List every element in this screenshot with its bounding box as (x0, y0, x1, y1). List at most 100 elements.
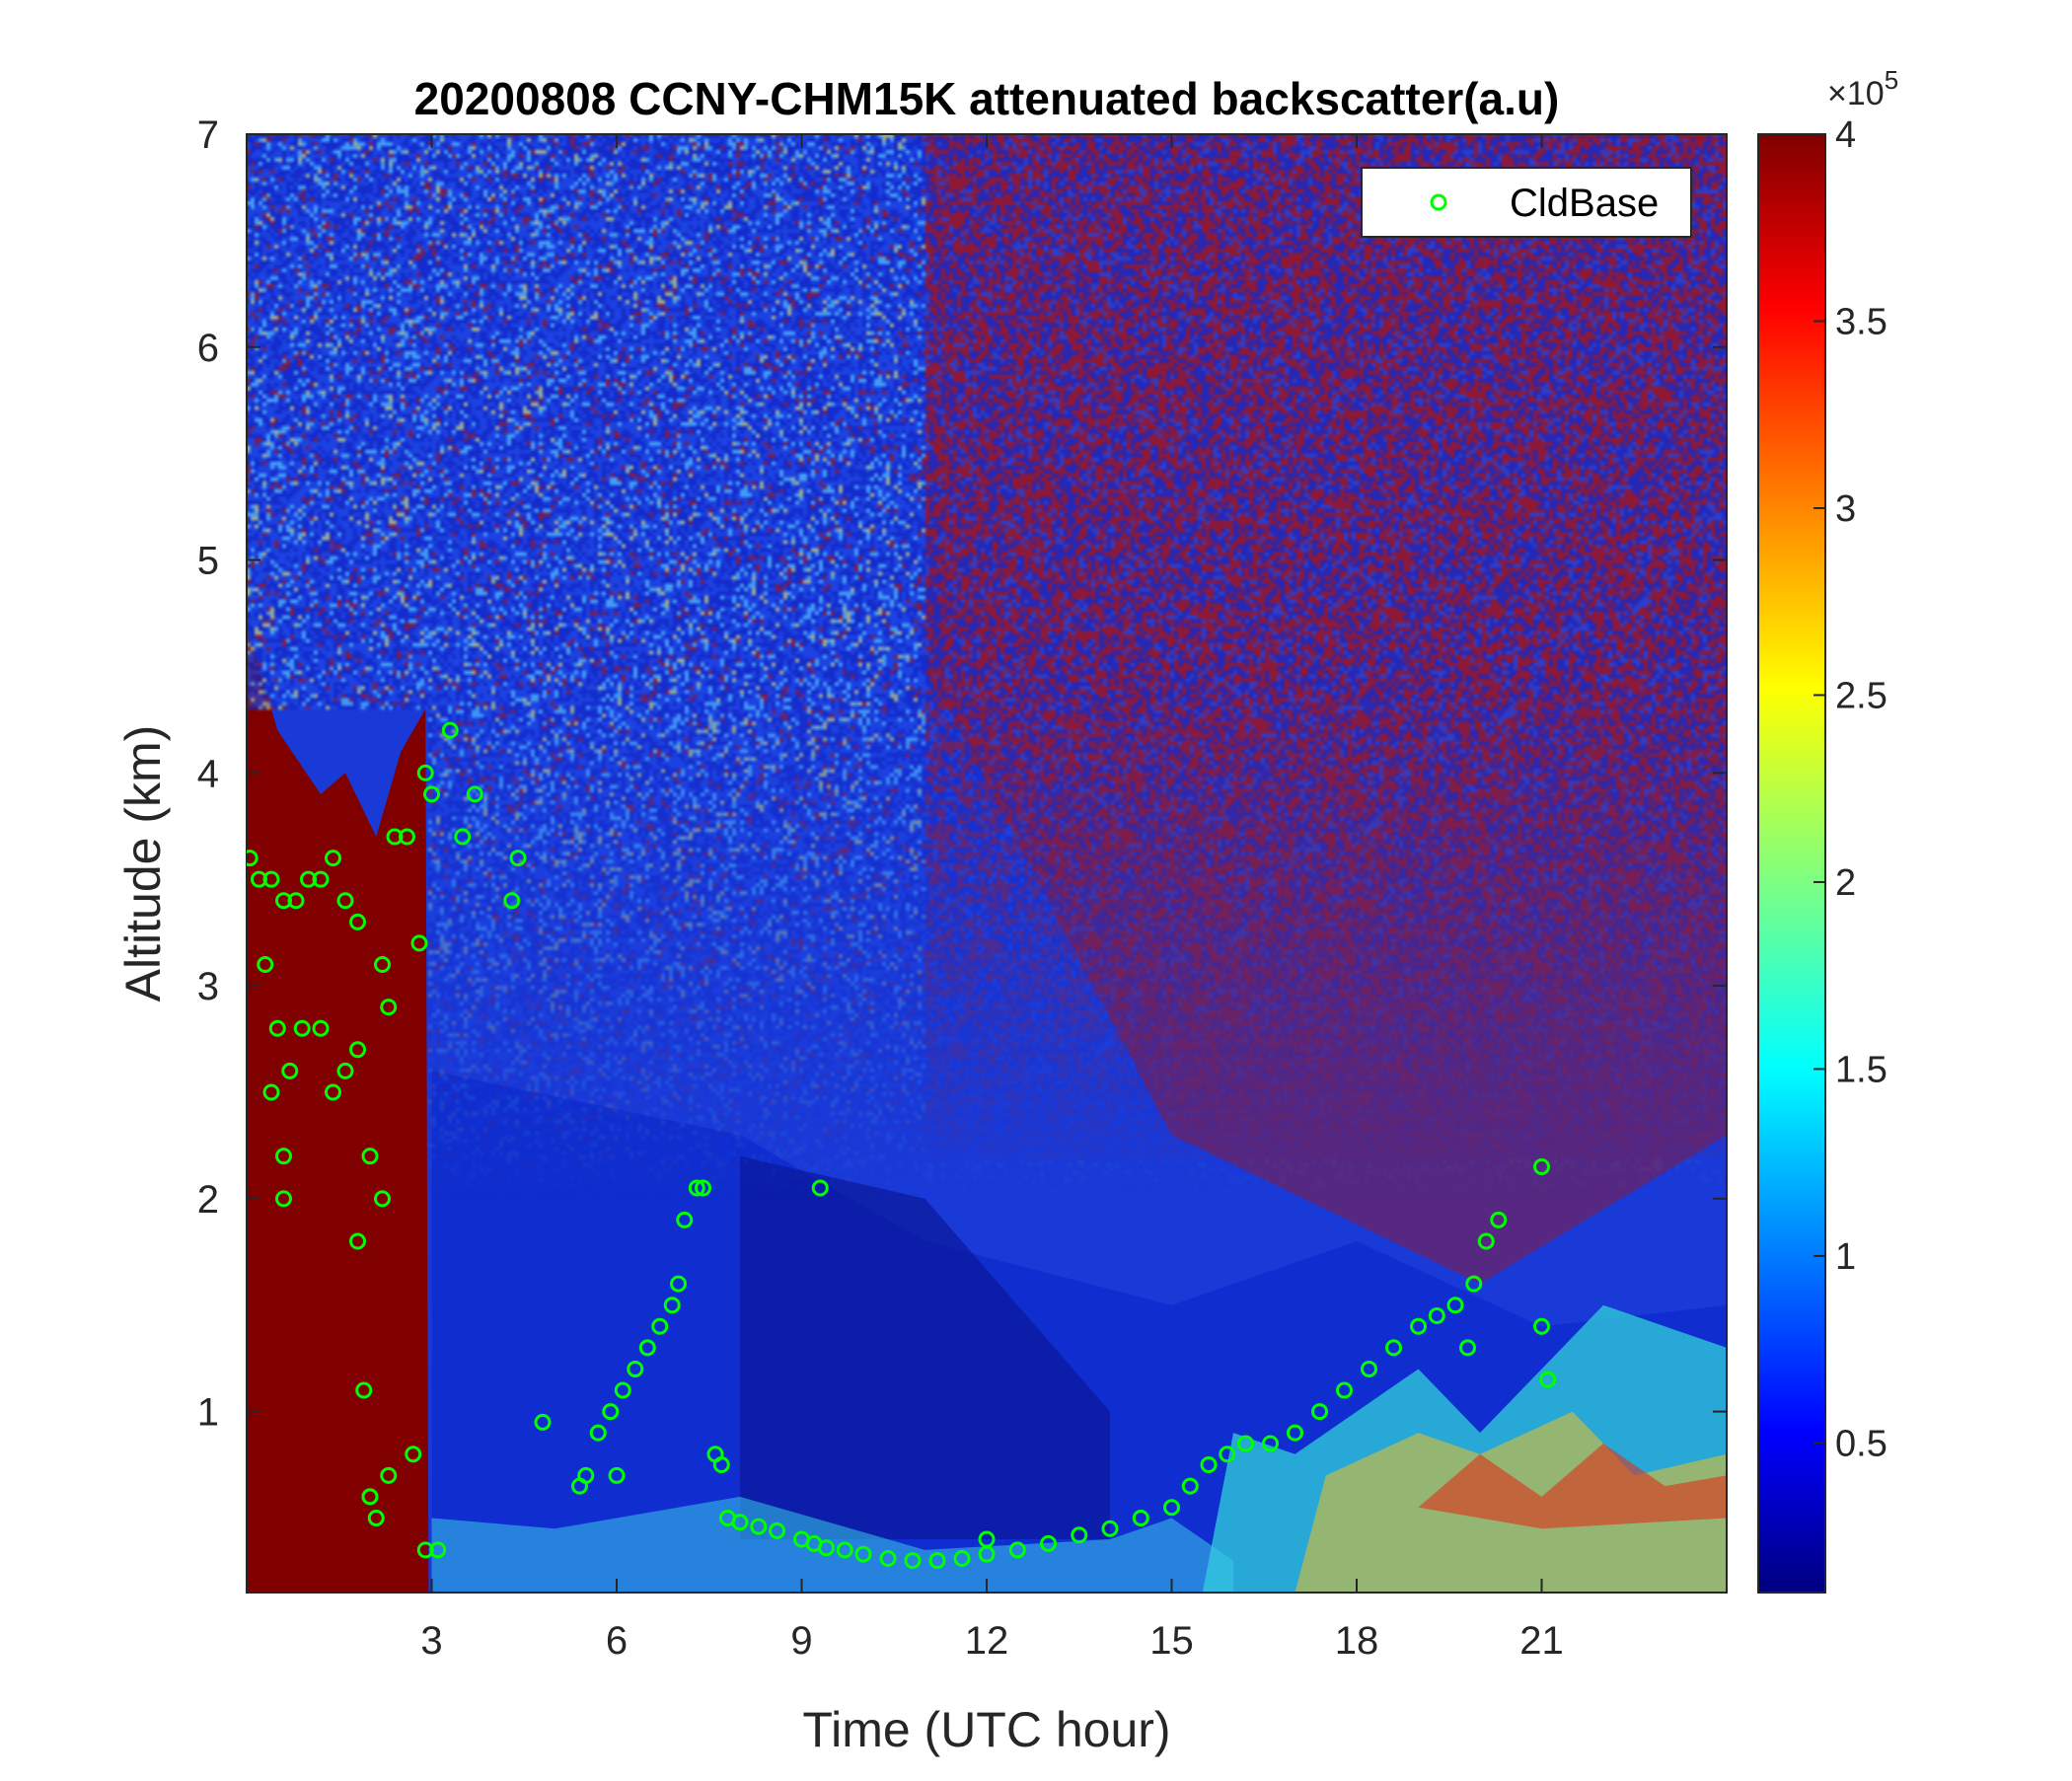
cldbase-point (978, 1530, 996, 1548)
cldbase-point (349, 1232, 366, 1250)
cldbase-point (325, 850, 341, 867)
cldbase-point (1237, 1435, 1254, 1452)
colorbar-exponent-power: 5 (1885, 65, 1898, 95)
cldbase-point (325, 1083, 341, 1101)
colorbar-tick-label: 0.5 (1835, 1423, 1887, 1464)
cldbase-point (374, 955, 391, 973)
cldbase-point (380, 1466, 398, 1484)
cldbase-point (410, 934, 428, 952)
cldbase-point (750, 1518, 768, 1535)
cldbase-point (534, 1413, 552, 1431)
cldbase-point (257, 955, 274, 973)
cldbase-point (503, 892, 521, 910)
legend-box (1361, 167, 1692, 238)
cldbase-point (695, 1179, 711, 1197)
x-axis-label: Time (UTC hour) (802, 1702, 1170, 1757)
y-tick-label: 3 (197, 965, 219, 1008)
cldbase-point (712, 1456, 730, 1474)
cldbase-point (904, 1552, 922, 1570)
cldbase-point (275, 1148, 292, 1165)
cldbase-point (589, 1424, 607, 1442)
cldbase-point (1132, 1509, 1149, 1526)
cldbase-point (355, 1381, 373, 1399)
colorbar-tick-label: 3.5 (1835, 301, 1887, 342)
cldbase-point (1336, 1381, 1353, 1399)
cldbase-point (1385, 1339, 1402, 1357)
cldbase-point (1262, 1435, 1279, 1452)
cldbase-point (1465, 1275, 1483, 1293)
cldbase-point (1361, 1360, 1377, 1377)
cldbase-point (336, 892, 354, 910)
cldbase-point (614, 1381, 631, 1399)
cldbase-point (1071, 1526, 1088, 1544)
cldbase-point (293, 1019, 311, 1037)
cldbase-point (1459, 1339, 1476, 1357)
cldbase-point (262, 870, 280, 888)
chart-title: 20200808 CCNY-CHM15K attenuated backscat… (414, 73, 1560, 124)
cldbase-point (454, 828, 472, 846)
cldbase-point (466, 785, 483, 803)
cldbase-point (1477, 1232, 1495, 1250)
cldbase-point (854, 1545, 872, 1563)
colorbar-tick-label: 1.5 (1835, 1049, 1887, 1090)
cldbase-point (380, 999, 398, 1016)
colorbar-exponent-base: ×10 (1827, 75, 1885, 112)
cldbase-point (416, 764, 434, 781)
cldbase-point (429, 1541, 447, 1559)
cldbase-point (312, 1019, 330, 1037)
cldbase-point (1040, 1534, 1057, 1552)
cldbase-point (509, 850, 527, 867)
cldbase-point (405, 1446, 422, 1463)
cldbase-point (769, 1521, 785, 1539)
heatmap-noise-texture (247, 134, 1727, 1593)
y-tick-label: 1 (197, 1391, 219, 1435)
cldbase-point (336, 1062, 354, 1079)
legend-label-cldbase: CldBase (1510, 182, 1659, 225)
heatmap-area (247, 134, 1727, 1593)
cldbase-point (423, 785, 440, 803)
colorbar-tick-label: 2.5 (1835, 675, 1887, 716)
cldbase-point (441, 721, 459, 739)
cldbase-point (275, 1190, 292, 1208)
cldbase-point (287, 892, 305, 910)
legend[interactable]: CldBase (1361, 167, 1692, 238)
y-axis: 1 2 3 4 5 6 7 (197, 113, 1727, 1435)
cldbase-point (349, 913, 366, 930)
cldbase-point (608, 1466, 626, 1484)
cldbase-point (1311, 1403, 1328, 1421)
cldbase-point (1219, 1446, 1236, 1463)
cldbase-point (651, 1317, 669, 1335)
cldbase-point (1410, 1317, 1427, 1335)
cldbase-point (281, 1062, 299, 1079)
cldbase-point (312, 870, 330, 888)
cldbase-point (361, 1488, 379, 1506)
y-tick-label: 6 (197, 327, 219, 370)
cldbase-point (399, 828, 415, 846)
colorbar-tick-label: 1 (1835, 1236, 1856, 1278)
cldbase-point (663, 1297, 681, 1314)
x-tick-label: 21 (1519, 1619, 1564, 1663)
cldbase-point (818, 1539, 835, 1557)
cldbase-point (361, 1148, 379, 1165)
cldbase-point (577, 1466, 595, 1484)
cldbase-point (349, 1041, 366, 1059)
colorbar-exponent: ×105 (1827, 65, 1898, 112)
cldbase-point (836, 1541, 853, 1559)
x-tick-label: 3 (420, 1619, 442, 1663)
cldbase-point (1101, 1520, 1119, 1537)
cldbase-point (1539, 1371, 1557, 1388)
x-tick-label: 6 (606, 1619, 628, 1663)
cldbase-point (1533, 1317, 1550, 1335)
cldbase-point (1446, 1297, 1464, 1314)
legend-marker-cldbase (1430, 193, 1447, 211)
y-tick-label: 7 (197, 113, 219, 157)
cldbase-point (1181, 1477, 1199, 1495)
cldbase-point (879, 1549, 897, 1567)
x-tick-label: 12 (965, 1619, 1009, 1663)
cldbase-point (928, 1552, 946, 1570)
cldbase-point (1428, 1307, 1445, 1325)
cldbase-point (1200, 1456, 1218, 1474)
x-tick-label: 18 (1335, 1619, 1379, 1663)
